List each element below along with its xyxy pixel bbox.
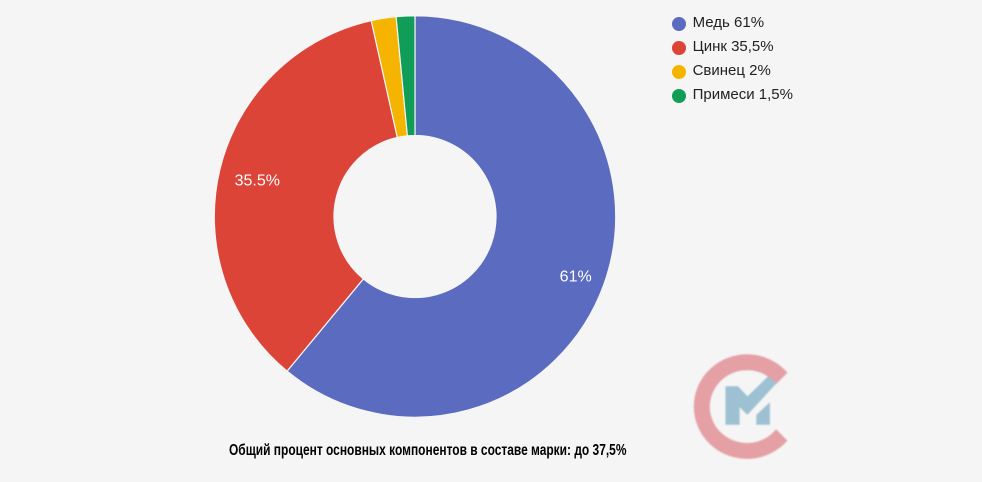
svg-text:35.5%: 35.5% xyxy=(235,172,280,189)
svg-text:61%: 61% xyxy=(560,269,592,286)
